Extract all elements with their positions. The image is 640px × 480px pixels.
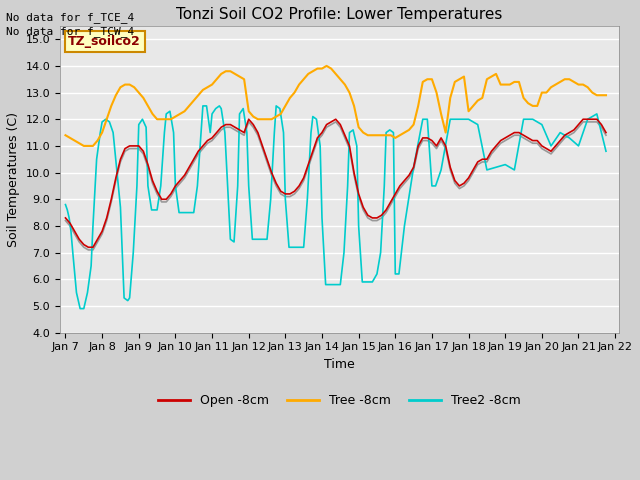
Text: No data for f_TCE_4: No data for f_TCE_4 [6,12,134,23]
Legend: Open -8cm, Tree -8cm, Tree2 -8cm: Open -8cm, Tree -8cm, Tree2 -8cm [154,389,525,412]
Text: No data for f_TCW_4: No data for f_TCW_4 [6,26,134,37]
Title: Tonzi Soil CO2 Profile: Lower Temperatures: Tonzi Soil CO2 Profile: Lower Temperatur… [176,7,502,22]
X-axis label: Time: Time [324,358,355,371]
Y-axis label: Soil Temperatures (C): Soil Temperatures (C) [7,112,20,247]
Text: TZ_soilco2: TZ_soilco2 [68,35,141,48]
